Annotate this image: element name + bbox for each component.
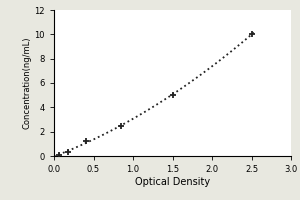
Y-axis label: Concentration(ng/mL): Concentration(ng/mL) bbox=[23, 37, 32, 129]
X-axis label: Optical Density: Optical Density bbox=[135, 177, 210, 187]
